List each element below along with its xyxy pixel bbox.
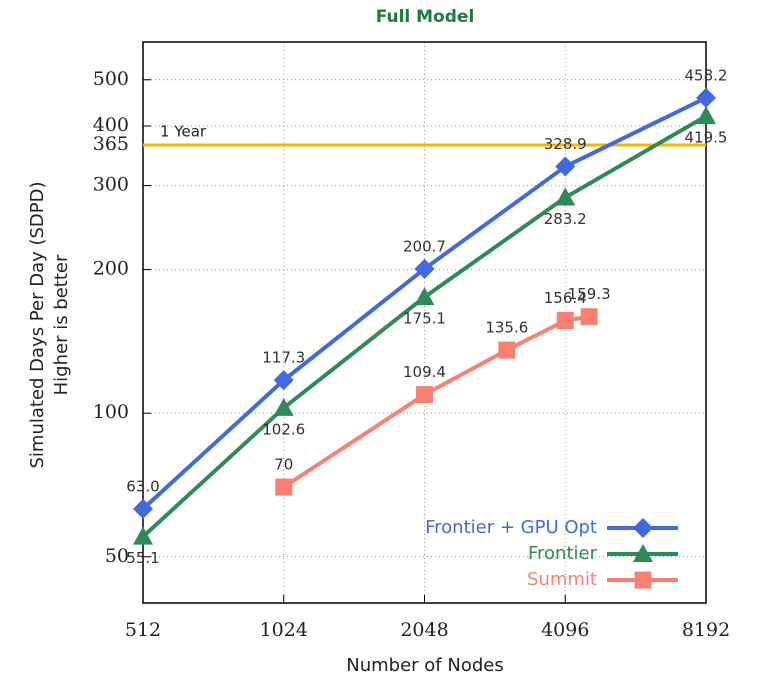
value-label: 135.6 xyxy=(485,319,528,337)
value-label: 63.0 xyxy=(126,477,159,495)
marker xyxy=(273,370,294,391)
marker xyxy=(633,544,653,562)
marker xyxy=(696,106,716,125)
marker xyxy=(416,386,433,404)
x-tick-label: 1024 xyxy=(260,619,308,641)
value-label: 55.1 xyxy=(126,549,159,567)
plot-frame xyxy=(142,41,707,604)
legend-label: Frontier xyxy=(528,543,598,564)
marker xyxy=(133,498,153,519)
y-tick-label: 100 xyxy=(93,401,129,423)
y-tick-label: 365 xyxy=(93,133,129,155)
value-label: 283.2 xyxy=(544,210,587,228)
value-label: 175.1 xyxy=(403,310,446,328)
value-label: 70 xyxy=(274,456,293,474)
legend-label: Summit xyxy=(527,569,597,590)
x-tick-label: 512 xyxy=(125,619,161,641)
y-tick-label: 300 xyxy=(93,174,129,196)
value-label: 156.4 xyxy=(544,289,587,307)
y-tick-label: 400 xyxy=(93,114,129,136)
marker xyxy=(414,287,435,306)
y-axis-label: Simulated Days Per Day (SDPD) xyxy=(27,181,48,468)
marker xyxy=(498,341,516,359)
marker xyxy=(414,258,435,279)
legend-label: Frontier + GPU Opt xyxy=(425,517,597,538)
marker xyxy=(275,478,293,496)
marker xyxy=(634,571,652,589)
value-label: 159.3 xyxy=(568,285,611,303)
marker xyxy=(633,518,653,538)
value-label: 102.6 xyxy=(262,420,305,438)
value-label: 117.3 xyxy=(262,349,305,367)
marker xyxy=(555,187,576,206)
x-axis-label: Number of Nodes xyxy=(346,655,503,676)
chart-title: Full Model xyxy=(376,7,475,27)
y-tick-label: 50 xyxy=(105,545,129,567)
marker xyxy=(555,156,576,177)
reference-label: 1 Year xyxy=(160,122,207,140)
y-axis-label: Higher is better xyxy=(51,254,72,395)
x-tick-label: 8192 xyxy=(682,619,730,641)
value-label: 328.9 xyxy=(544,135,587,153)
marker xyxy=(133,526,153,545)
marker xyxy=(580,308,598,326)
marker xyxy=(696,87,716,108)
marker xyxy=(556,312,574,330)
x-tick-label: 4096 xyxy=(541,619,589,641)
x-tick-label: 2048 xyxy=(400,619,448,641)
value-label: 419.5 xyxy=(685,129,728,147)
value-label: 109.4 xyxy=(403,363,446,381)
marker xyxy=(273,397,294,416)
y-tick-label: 200 xyxy=(93,258,129,280)
value-label: 200.7 xyxy=(403,237,446,255)
y-tick-label: 500 xyxy=(93,68,129,90)
value-label: 458.2 xyxy=(685,66,728,84)
